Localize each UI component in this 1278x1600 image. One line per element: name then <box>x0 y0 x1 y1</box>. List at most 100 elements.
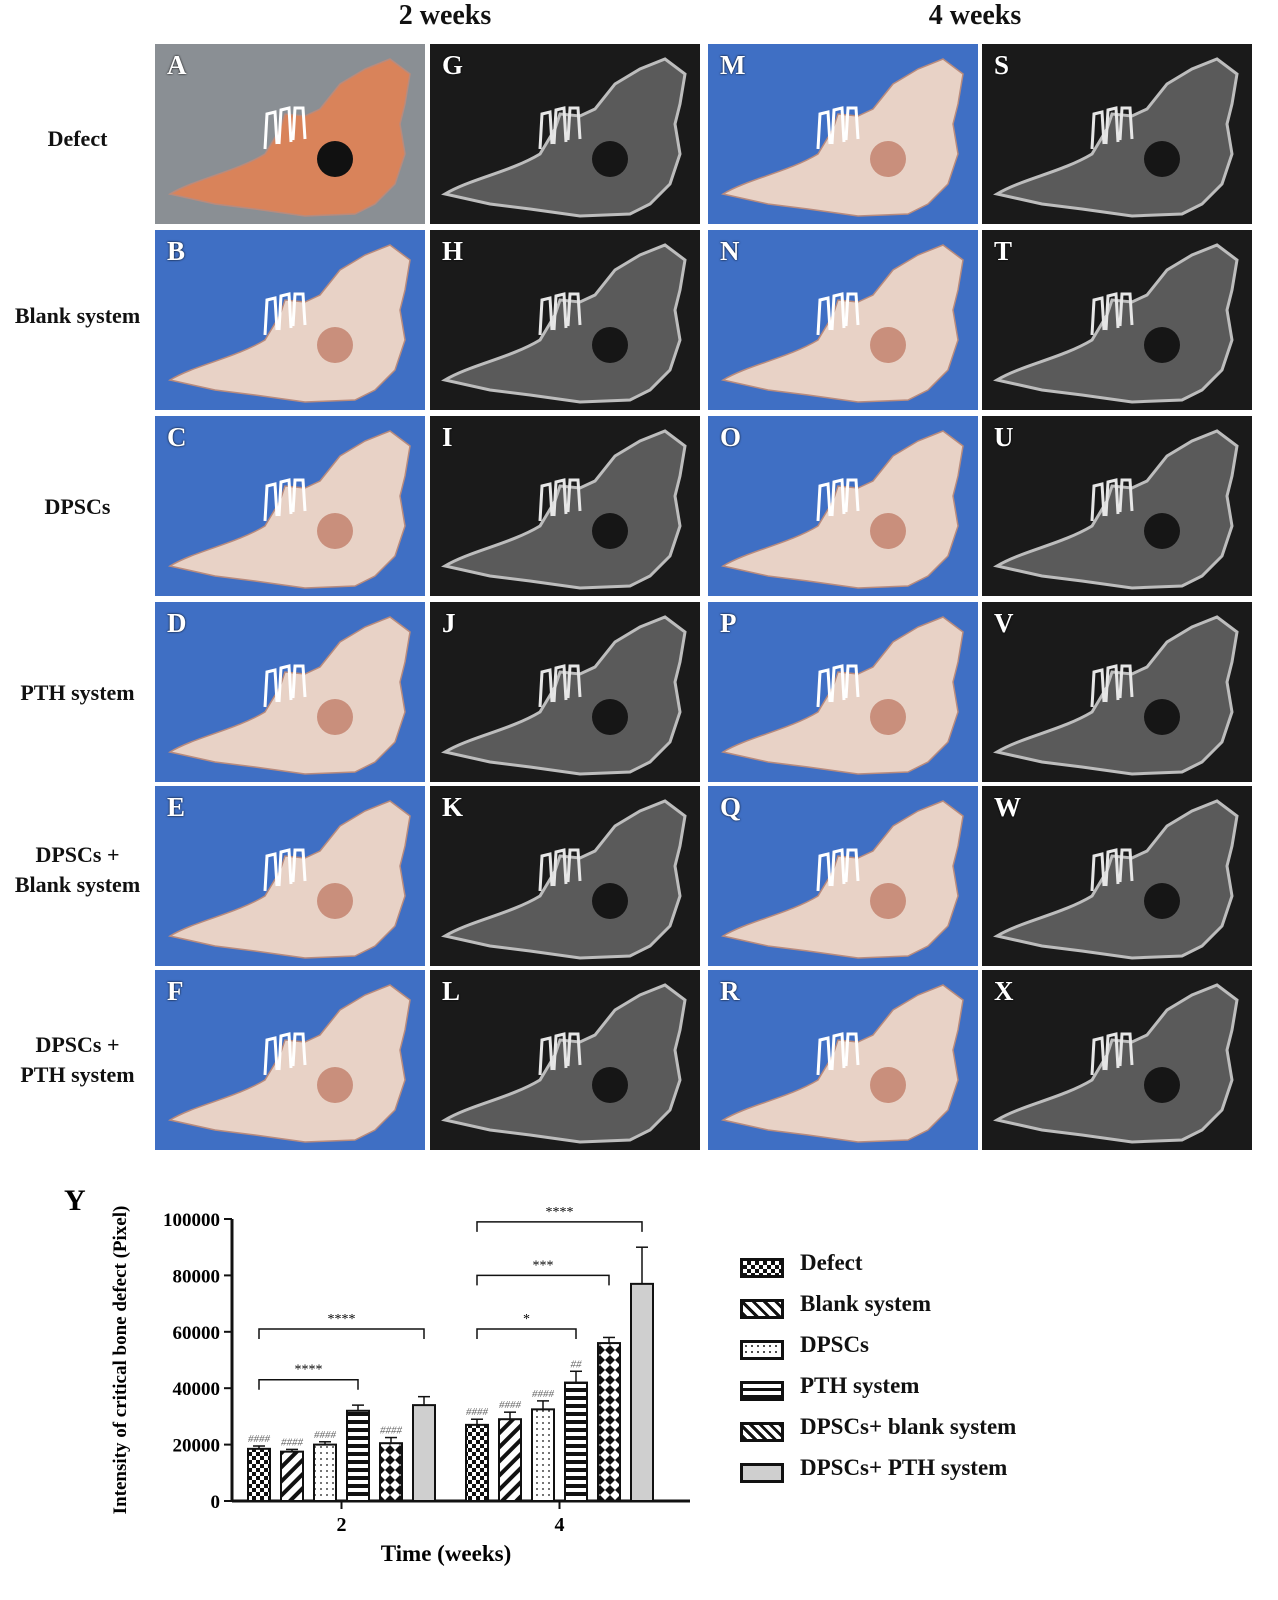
xray-image-i <box>430 416 700 596</box>
x-tick-label-1: 4 <box>555 1514 565 1536</box>
photo-image-a <box>155 44 425 224</box>
bar-g2-1 <box>280 1450 304 1502</box>
legend-label-5: DPSCs+ PTH system <box>800 1455 1008 1480</box>
panel-c: C <box>155 416 425 596</box>
legend-label-2: DPSCs <box>800 1332 870 1357</box>
panel-letter-d: D <box>167 608 187 638</box>
panel-letter-m: M <box>720 50 746 80</box>
photo-image-d <box>155 602 425 782</box>
legend-label-4: DPSCs+ blank system <box>800 1414 1017 1439</box>
panel-letter-e: E <box>167 792 186 822</box>
panel-letter-n: N <box>720 236 740 266</box>
xray-image-s <box>982 44 1252 224</box>
significance-bracket-2 <box>476 1328 577 1339</box>
significance-mark-g4-0: #### <box>466 1406 489 1418</box>
significance-label-2: * <box>523 1312 530 1327</box>
panel-letter-h: H <box>442 236 464 266</box>
legend-swatch-4 <box>740 1422 784 1442</box>
x-axis-label: Time (weeks) <box>381 1541 512 1566</box>
y-tick-label-2: 40000 <box>173 1379 221 1400</box>
panel-letter-i: I <box>442 422 453 452</box>
xray-image-k <box>430 786 700 966</box>
bar-g2-2 <box>313 1443 337 1503</box>
y-tick-label-0: 0 <box>211 1492 221 1513</box>
xray-image-w <box>982 786 1252 966</box>
x-tick-label-0: 2 <box>337 1514 347 1536</box>
photo-image-n <box>708 230 978 410</box>
photo-image-o <box>708 416 978 596</box>
panel-p: P <box>708 602 978 782</box>
panel-letter-k: K <box>442 792 464 822</box>
panel-letter-t: T <box>994 236 1013 266</box>
legend-item-0: Defect <box>740 1250 1160 1290</box>
panel-r: R <box>708 970 978 1150</box>
legend-swatch-3 <box>740 1381 784 1401</box>
significance-bracket-1 <box>258 1328 425 1339</box>
bar-g2-0 <box>247 1447 271 1502</box>
panel-d: D <box>155 602 425 782</box>
xray-image-x <box>982 970 1252 1150</box>
y-tick-label-3: 60000 <box>173 1323 221 1344</box>
bar-chart: Y 0 20000 40000 60000 80000 100000 Intensity of… <box>64 1184 690 1566</box>
photo-image-c <box>155 416 425 596</box>
chart-panel-letter: Y <box>64 1184 86 1217</box>
panel-l: L <box>430 970 700 1150</box>
y-tick-label-4: 80000 <box>173 1266 221 1287</box>
panel-v: V <box>982 602 1252 782</box>
xray-image-h <box>430 230 700 410</box>
row-label-5: DPSCs + Blank system <box>14 842 141 897</box>
significance-mark-g2-1: #### <box>281 1436 304 1448</box>
panel-letter-j: J <box>442 608 456 638</box>
bar-g4-5 <box>630 1282 654 1502</box>
significance-label-0: **** <box>295 1363 323 1378</box>
significance-mark-g4-1: #### <box>499 1399 522 1411</box>
panel-s: S <box>982 44 1252 224</box>
legend-swatch-1 <box>740 1299 784 1319</box>
legend-swatch-5 <box>740 1463 784 1483</box>
panel-letter-o: O <box>720 422 742 452</box>
bar-g4-3 <box>564 1381 588 1502</box>
significance-label-3: *** <box>533 1258 554 1273</box>
significance-mark-g4-2: #### <box>532 1388 555 1400</box>
panel-letter-g: G <box>442 50 464 80</box>
xray-image-g <box>430 44 700 224</box>
panel-f: F <box>155 970 425 1150</box>
legend-swatch-2 <box>740 1340 784 1360</box>
header-4-weeks: 4 weeks <box>928 0 1022 31</box>
photo-image-q <box>708 786 978 966</box>
panel-b: B <box>155 230 425 410</box>
panel-letter-c: C <box>167 422 187 452</box>
significance-mark-g2-2: #### <box>314 1429 337 1441</box>
legend-label-3: PTH system <box>800 1373 920 1398</box>
bar-g4-1 <box>498 1418 522 1502</box>
photo-image-m <box>708 44 978 224</box>
panel-x: X <box>982 970 1252 1150</box>
bar-g4-2 <box>531 1408 555 1503</box>
legend-label-1: Blank system <box>800 1291 931 1316</box>
panel-letter-l: L <box>442 976 461 1006</box>
y-tick-label-5: 100000 <box>163 1210 220 1231</box>
panel-letter-s: S <box>994 50 1010 80</box>
significance-bracket-0 <box>258 1378 359 1390</box>
panel-letter-p: P <box>720 608 737 638</box>
y-tick-label-1: 20000 <box>173 1436 221 1457</box>
bar-g4-0 <box>465 1423 489 1502</box>
panel-letter-b: B <box>167 236 186 266</box>
panel-u: U <box>982 416 1252 596</box>
row-label-1: Defect <box>47 126 108 151</box>
photo-image-p <box>708 602 978 782</box>
significance-label-4: **** <box>546 1205 574 1220</box>
bar-g2-3 <box>346 1409 370 1502</box>
legend-item-4: DPSCs+ blank system <box>740 1414 1160 1454</box>
photo-image-r <box>708 970 978 1150</box>
bar-g2-4 <box>379 1442 403 1503</box>
legend-item-5: DPSCs+ PTH system <box>740 1455 1160 1495</box>
panel-a: A <box>155 44 425 224</box>
row-label-3: DPSCs <box>44 494 111 519</box>
panel-w: W <box>982 786 1252 966</box>
panel-j: J <box>430 602 700 782</box>
panel-letter-r: R <box>720 976 740 1006</box>
photo-image-e <box>155 786 425 966</box>
panel-t: T <box>982 230 1252 410</box>
header-2-weeks: 2 weeks <box>398 0 492 31</box>
